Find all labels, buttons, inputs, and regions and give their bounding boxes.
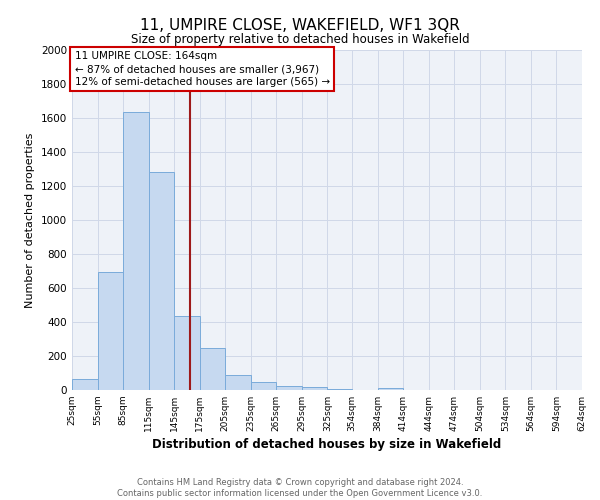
Bar bbox=[225, 374, 251, 390]
Bar bbox=[98, 272, 123, 390]
Text: 11 UMPIRE CLOSE: 164sqm
← 87% of detached houses are smaller (3,967)
12% of semi: 11 UMPIRE CLOSE: 164sqm ← 87% of detache… bbox=[74, 51, 329, 87]
Text: Contains HM Land Registry data © Crown copyright and database right 2024.
Contai: Contains HM Land Registry data © Crown c… bbox=[118, 478, 482, 498]
Bar bbox=[251, 382, 277, 390]
Bar bbox=[200, 348, 225, 390]
Bar bbox=[72, 379, 98, 390]
Bar bbox=[149, 172, 174, 390]
Bar bbox=[277, 386, 302, 390]
Text: 11, UMPIRE CLOSE, WAKEFIELD, WF1 3QR: 11, UMPIRE CLOSE, WAKEFIELD, WF1 3QR bbox=[140, 18, 460, 32]
Bar bbox=[302, 386, 328, 390]
Y-axis label: Number of detached properties: Number of detached properties bbox=[25, 132, 35, 308]
Bar bbox=[123, 112, 149, 390]
Text: Size of property relative to detached houses in Wakefield: Size of property relative to detached ho… bbox=[131, 32, 469, 46]
Bar bbox=[174, 316, 200, 390]
Bar bbox=[328, 389, 352, 390]
X-axis label: Distribution of detached houses by size in Wakefield: Distribution of detached houses by size … bbox=[152, 438, 502, 451]
Bar bbox=[377, 388, 403, 390]
